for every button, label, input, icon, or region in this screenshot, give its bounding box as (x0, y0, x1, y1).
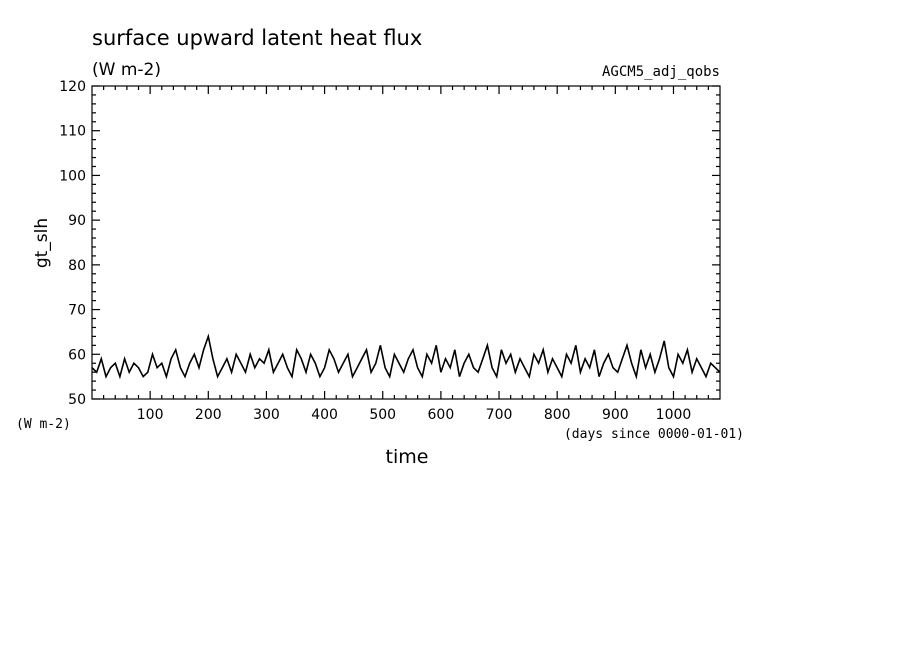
x-tick-label: 400 (311, 407, 338, 423)
plot-frame (91, 85, 721, 400)
y-tick-label: 80 (68, 258, 86, 274)
y-tick-label: 120 (59, 79, 86, 95)
x-axis-units: (days since 0000-01-01) (564, 427, 744, 442)
x-tick-label: 600 (428, 407, 455, 423)
chart-title: surface upward latent heat flux (92, 26, 422, 50)
y-tick-label: 70 (68, 303, 86, 319)
x-tick-label: 800 (544, 407, 571, 423)
x-tick-label: 200 (195, 407, 222, 423)
x-tick-label: 100 (137, 407, 164, 423)
y-tick-label: 100 (59, 168, 86, 184)
title-units: (W m-2) (92, 60, 161, 80)
y-axis-units: (W m-2) (16, 417, 71, 432)
y-tick-label: 60 (68, 347, 86, 363)
x-tick-label: 700 (486, 407, 513, 423)
experiment-label: AGCM5_adj_qobs (602, 64, 720, 80)
x-tick-label: 300 (253, 407, 280, 423)
x-axis-label: time (386, 446, 429, 468)
x-tick-label: 900 (602, 407, 629, 423)
x-tick-label: 1000 (656, 407, 692, 423)
y-axis-label: gt_slh (32, 218, 52, 268)
y-tick-label: 50 (68, 392, 86, 408)
y-axis: 50 60 70 80 90 100 110 120 (59, 79, 720, 408)
x-axis: 100 200 300 400 500 600 700 800 900 1000 (103, 86, 709, 423)
y-tick-label: 110 (59, 124, 86, 140)
series-line (91, 333, 721, 380)
x-tick-label: 500 (369, 407, 396, 423)
y-tick-label: 90 (68, 213, 86, 229)
